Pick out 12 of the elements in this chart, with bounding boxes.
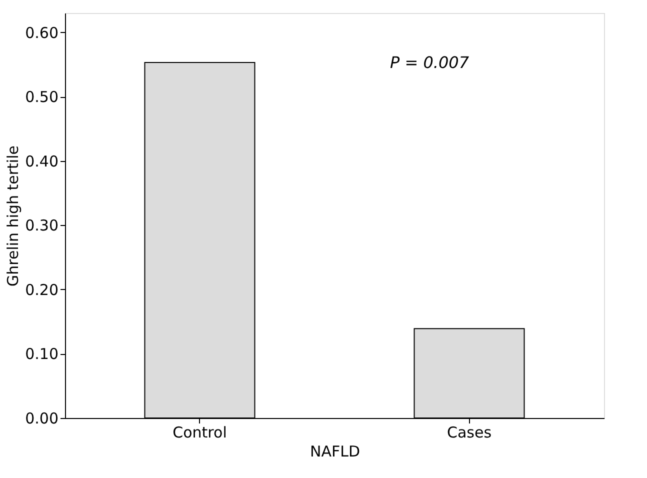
y-tick-label: 0.30: [25, 216, 58, 235]
x-tick-label: Control: [172, 424, 227, 442]
x-tick-label: Cases: [446, 424, 492, 442]
annotation: P = 0.007: [390, 53, 470, 72]
y-tick-label: 0.00: [25, 410, 58, 428]
y-tick-label: 0.40: [25, 152, 58, 170]
y-tick-label: 0.50: [25, 88, 58, 106]
y-tick-label: 0.10: [25, 345, 58, 364]
x-axis-title: NAFLD: [310, 442, 360, 460]
y-tick-label: 0.20: [25, 280, 58, 299]
y-tick-label: 0.60: [25, 24, 58, 42]
y-axis-title: Ghrelin high tertile: [4, 146, 22, 286]
